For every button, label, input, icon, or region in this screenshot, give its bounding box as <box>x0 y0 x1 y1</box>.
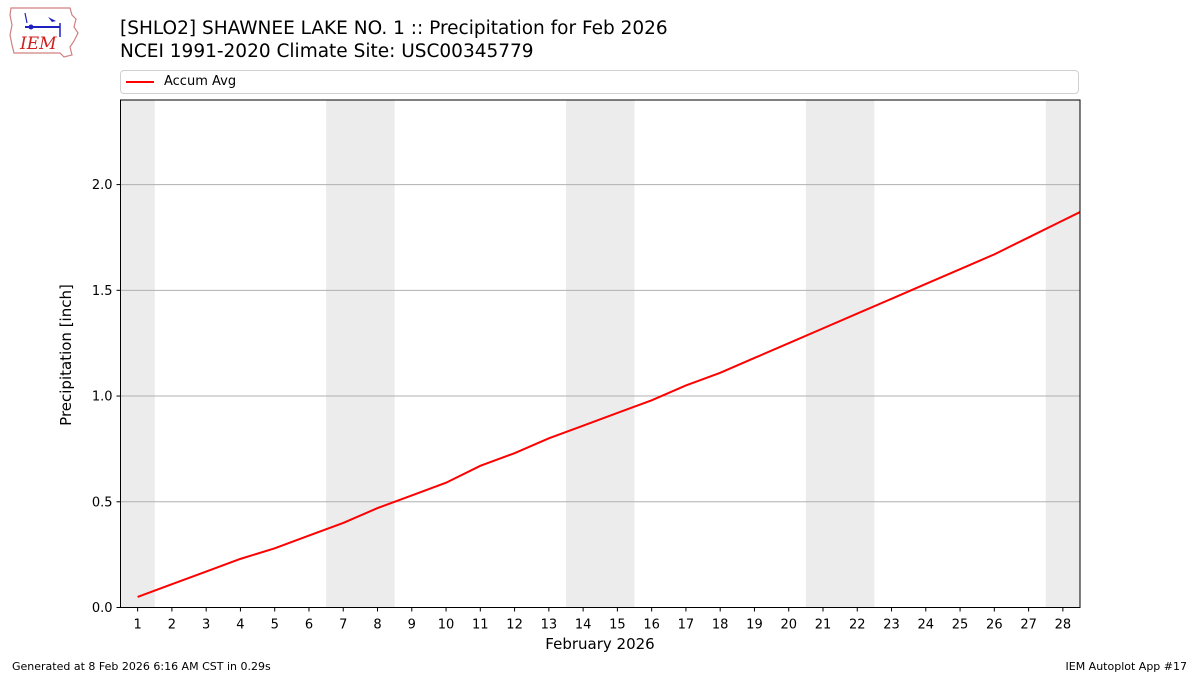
weekend-shade <box>565 100 635 608</box>
legend: Accum Avg <box>120 70 1079 94</box>
x-tick-label: 6 <box>305 618 313 633</box>
x-tick-label: 25 <box>952 618 969 633</box>
y-tick-label: 1.5 <box>92 284 113 299</box>
x-tick-label: 5 <box>271 618 279 633</box>
x-tick-label: 22 <box>849 618 866 633</box>
x-tick-label: 14 <box>575 618 592 633</box>
x-tick-label: 19 <box>746 618 763 633</box>
x-tick-label: 7 <box>339 618 347 633</box>
x-tick-label: 4 <box>236 618 244 633</box>
x-tick-label: 11 <box>472 618 489 633</box>
x-tick-label: 28 <box>1055 618 1072 633</box>
legend-swatch-accum-avg <box>126 81 154 83</box>
title-line-1: [SHLO2] SHAWNEE LAKE NO. 1 :: Precipitat… <box>120 18 668 39</box>
x-tick-label: 21 <box>815 618 832 633</box>
x-tick-label: 3 <box>202 618 210 633</box>
x-tick-label: 20 <box>780 618 797 633</box>
x-tick-label: 12 <box>506 618 523 633</box>
x-tick-label: 17 <box>678 618 695 633</box>
y-tick-label: 1.0 <box>92 390 113 405</box>
x-tick-label: 18 <box>712 618 729 633</box>
weekend-shade <box>120 100 155 608</box>
series-line-accum-avg <box>137 211 1081 598</box>
svg-text:IEM: IEM <box>19 34 57 54</box>
y-tick-label: 0.0 <box>92 601 113 616</box>
chart-title: [SHLO2] SHAWNEE LAKE NO. 1 :: Precipitat… <box>120 17 668 63</box>
x-tick-label: 23 <box>883 618 900 633</box>
axes-frame <box>120 99 1081 608</box>
weekend-shade <box>805 100 875 608</box>
x-tick-label: 26 <box>986 618 1003 633</box>
weekend-shade <box>1045 100 1080 608</box>
x-tick-label: 2 <box>168 618 176 633</box>
x-tick-label: 24 <box>918 618 935 633</box>
y-tick-label: 2.0 <box>92 178 113 193</box>
x-tick-label: 10 <box>438 618 455 633</box>
x-tick-label: 9 <box>408 618 416 633</box>
app-credit: IEM Autoplot App #17 <box>1065 660 1188 673</box>
x-tick-label: 8 <box>373 618 381 633</box>
iowa-map-icon: IEM <box>9 7 79 58</box>
x-tick-label: 15 <box>609 618 626 633</box>
x-tick-label: 27 <box>1020 618 1037 633</box>
x-tick-label: 16 <box>643 618 660 633</box>
x-tick-label: 13 <box>541 618 558 633</box>
legend-label-accum-avg: Accum Avg <box>164 74 237 89</box>
generated-timestamp: Generated at 8 Feb 2026 6:16 AM CST in 0… <box>12 660 271 673</box>
weekend-shade <box>326 100 395 608</box>
x-tick-label: 1 <box>133 618 141 633</box>
iem-logo: IEM <box>8 5 80 59</box>
title-line-2: NCEI 1991-2020 Climate Site: USC00345779 <box>120 41 534 62</box>
y-tick-label: 0.5 <box>92 495 113 510</box>
y-axis-label: Precipitation [inch] <box>57 284 75 426</box>
x-axis-label: February 2026 <box>545 635 655 653</box>
